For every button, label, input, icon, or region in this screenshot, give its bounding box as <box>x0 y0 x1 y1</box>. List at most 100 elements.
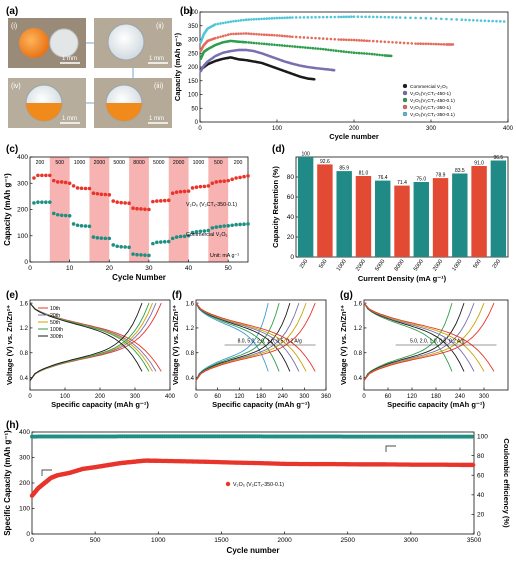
e-discharge-curve <box>29 302 153 372</box>
d-y-tick-label: 40 <box>287 214 295 221</box>
c-data-point <box>91 235 96 239</box>
g-y-axis-label: Voltage (V) vs. Zn/Zn²⁺ <box>339 305 348 385</box>
b-data-point <box>334 49 338 53</box>
b-data-point <box>350 38 353 42</box>
b-legend-label: V₂O₅(V₂CTₓ-350-1) <box>410 105 451 111</box>
b-data-point <box>221 21 225 25</box>
b-data-point <box>427 42 430 46</box>
c-data-point <box>40 200 44 204</box>
photo-i-orange-disc <box>19 28 49 58</box>
f-rate-annotation: 8.0, 5.0, 2.0, 1.0, 0.5, 0.2 A/g <box>238 338 302 344</box>
panel-letter-e: (e) <box>6 290 18 301</box>
b-data-point <box>387 15 390 19</box>
d-x-tick-label: 5000 <box>413 259 425 273</box>
b-data-point <box>416 42 420 45</box>
b-data-point <box>387 40 390 44</box>
b-data-point <box>445 17 448 21</box>
c-y-tick-label: 400 <box>17 154 28 161</box>
c-series-1 <box>32 200 250 258</box>
g-discharge-curve <box>363 302 475 372</box>
e-y-tick-label: 0.4 <box>20 376 29 382</box>
b-data-point <box>257 17 261 21</box>
b-data-point <box>214 36 217 40</box>
photo-ii-label: (ii) <box>156 23 164 30</box>
b-data-point <box>214 23 217 26</box>
c-data-point <box>226 223 230 228</box>
b-data-point <box>262 42 266 46</box>
c-data-point <box>155 240 159 245</box>
c-data-point <box>147 207 151 212</box>
b-data-point <box>347 15 351 19</box>
c-data-point <box>55 212 60 217</box>
f-x-tick-label: 180 <box>256 394 267 400</box>
d-bar <box>490 160 507 257</box>
d-x-tick-label: 5000 <box>374 259 386 273</box>
b-data-point <box>291 16 294 19</box>
c-data-point <box>174 190 179 194</box>
b-data-point <box>360 15 364 19</box>
b-data-point <box>499 20 502 23</box>
b-data-point <box>419 42 423 46</box>
d-bar <box>432 178 449 257</box>
b-data-point <box>265 33 269 37</box>
c-rate-label: 200 <box>36 160 45 166</box>
b-data-point <box>285 34 289 38</box>
b-data-point <box>424 16 428 20</box>
g-y-tick-label: 1.6 <box>354 301 363 307</box>
d-bar-value-label: 75.0 <box>416 177 426 183</box>
b-data-point <box>314 47 317 50</box>
photo-ii-vial <box>107 23 145 61</box>
b-data-point <box>455 18 458 21</box>
b-data-point <box>379 40 383 43</box>
c-data-point <box>67 214 72 218</box>
h-y2-tick-label: 0 <box>477 531 481 538</box>
b-data-point <box>339 50 343 53</box>
b-data-point <box>337 15 340 19</box>
c-data-point <box>230 223 234 228</box>
b-data-point <box>314 36 317 40</box>
c-data-point <box>87 224 92 229</box>
c-data-point <box>159 199 163 203</box>
photo-iii-orange-half <box>106 103 142 121</box>
g-charge-curve <box>363 302 495 381</box>
e-y-axis-label: Voltage (V) vs. Zn/Zn²⁺ <box>5 305 14 385</box>
f-x-tick-label: 240 <box>278 394 289 400</box>
b-data-point <box>368 15 371 19</box>
b-data-point <box>280 34 284 38</box>
b-x-tick-label: 100 <box>272 126 283 132</box>
b-data-point <box>468 18 471 22</box>
b-legend-marker <box>402 83 408 89</box>
b-data-point <box>242 32 245 35</box>
e-legend-label: 50th <box>50 320 60 326</box>
b-data-point <box>318 37 321 40</box>
b-x-tick-label: 0 <box>198 126 202 132</box>
b-data-point <box>368 39 371 43</box>
c-data-point <box>51 178 56 183</box>
c-data-point <box>75 223 80 228</box>
c-rate-band <box>168 157 189 262</box>
c-data-point <box>67 181 72 186</box>
d-bar-value-label: 100 <box>301 152 310 158</box>
c-data-point <box>75 186 80 190</box>
c-data-point <box>143 253 147 257</box>
b-data-point <box>260 42 263 45</box>
c-data-point <box>186 233 191 238</box>
b-data-point <box>327 48 330 52</box>
c-data-point <box>186 189 191 193</box>
f-charge-curve <box>195 302 307 381</box>
c-data-point <box>194 230 199 234</box>
panel-d: (d) 0 20 40 60 80 100 200 92.6 500 85.9 1000 81.0 200… <box>271 144 509 283</box>
b-legend-marker <box>402 104 408 110</box>
h-y2-axis-label: Coulombic efficiency (%) <box>502 438 511 528</box>
c-x-tick-label: 20 <box>106 265 114 272</box>
b-data-point <box>219 35 222 39</box>
d-bar-value-label: 81.0 <box>359 171 369 177</box>
e-x-tick-label: 100 <box>60 394 71 400</box>
f-y-tick-label: 0.8 <box>186 351 195 357</box>
b-data-point <box>342 38 346 41</box>
b-data-point <box>479 19 483 22</box>
c-data-point <box>103 236 108 241</box>
photo-ii-scale-label: 1 mm <box>149 56 164 62</box>
b-data-point <box>301 45 304 49</box>
b-data-point <box>270 17 274 20</box>
